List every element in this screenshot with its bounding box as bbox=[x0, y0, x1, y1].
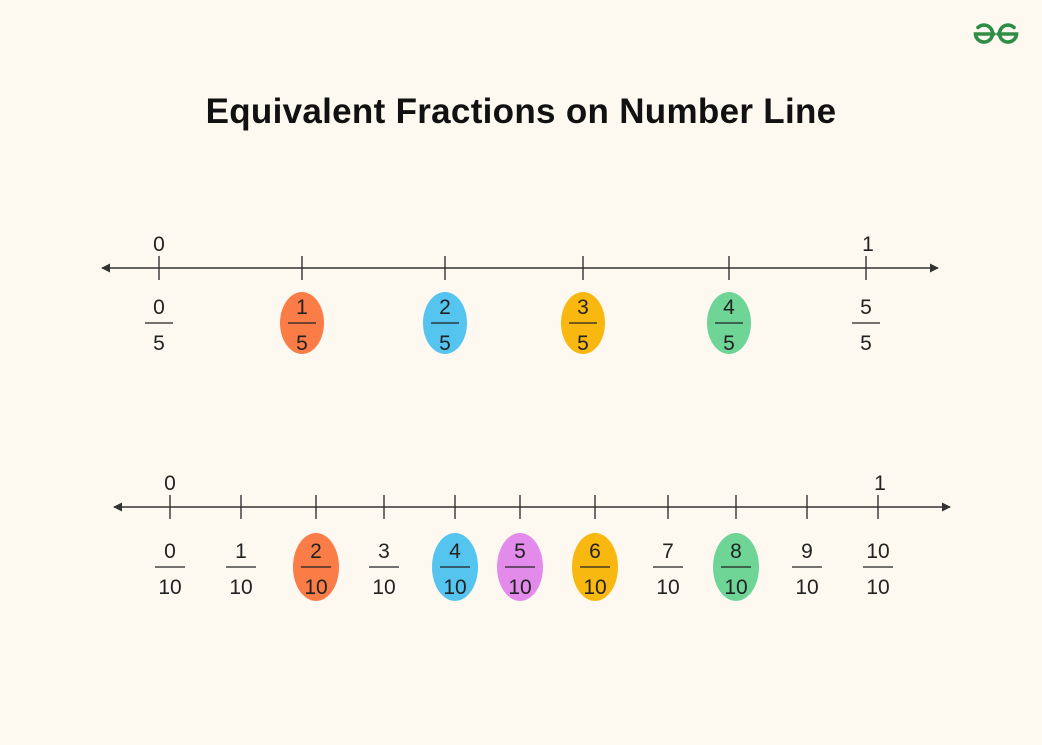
fraction-numerator: 0 bbox=[153, 296, 165, 319]
fraction-denominator: 5 bbox=[296, 332, 308, 355]
fraction-numerator: 7 bbox=[662, 540, 674, 563]
fraction-denominator: 10 bbox=[866, 576, 889, 599]
end-label: 1 bbox=[874, 472, 886, 495]
number-line-tenths: 0 10 1 10 2 10 3 10 4 10 5 10 6 10 7 10 8 10 9 10 10 10 0 1 bbox=[113, 472, 951, 601]
fraction-denominator: 10 bbox=[229, 576, 252, 599]
fraction-denominator: 5 bbox=[860, 332, 872, 355]
fraction-denominator: 5 bbox=[439, 332, 451, 355]
fraction-numerator: 4 bbox=[449, 540, 461, 563]
fraction-numerator: 6 bbox=[589, 540, 601, 563]
start-label: 0 bbox=[153, 233, 165, 256]
gfg-logo-icon bbox=[973, 23, 1019, 44]
fraction-denominator: 10 bbox=[304, 576, 327, 599]
fraction-numerator: 2 bbox=[310, 540, 322, 563]
fraction-numerator: 5 bbox=[514, 540, 526, 563]
fraction-numerator: 2 bbox=[439, 296, 451, 319]
fraction-denominator: 10 bbox=[508, 576, 531, 599]
fraction-denominator: 5 bbox=[577, 332, 589, 355]
start-label: 0 bbox=[164, 472, 176, 495]
end-label: 1 bbox=[862, 233, 874, 256]
fraction-denominator: 10 bbox=[795, 576, 818, 599]
fraction-numerator: 4 bbox=[723, 296, 735, 319]
fraction-numerator: 9 bbox=[801, 540, 813, 563]
fraction-denominator: 10 bbox=[372, 576, 395, 599]
fraction-denominator: 10 bbox=[158, 576, 181, 599]
fraction-denominator: 10 bbox=[656, 576, 679, 599]
fraction-denominator: 10 bbox=[583, 576, 606, 599]
fraction-numerator: 1 bbox=[296, 296, 308, 319]
fraction-denominator: 5 bbox=[153, 332, 165, 355]
fraction-denominator: 5 bbox=[723, 332, 735, 355]
fraction-denominator: 10 bbox=[443, 576, 466, 599]
fraction-numerator: 5 bbox=[860, 296, 872, 319]
fraction-numerator: 0 bbox=[164, 540, 176, 563]
fraction-numerator: 3 bbox=[577, 296, 589, 319]
fraction-numerator: 10 bbox=[866, 540, 889, 563]
page-title: Equivalent Fractions on Number Line bbox=[205, 92, 837, 131]
number-line-fifths: 0 5 1 5 2 5 3 5 4 5 5 5 0 1 bbox=[101, 233, 939, 355]
fraction-numerator: 3 bbox=[378, 540, 390, 563]
fraction-numerator: 1 bbox=[235, 540, 247, 563]
fraction-denominator: 10 bbox=[724, 576, 747, 599]
fraction-numerator: 8 bbox=[730, 540, 742, 563]
